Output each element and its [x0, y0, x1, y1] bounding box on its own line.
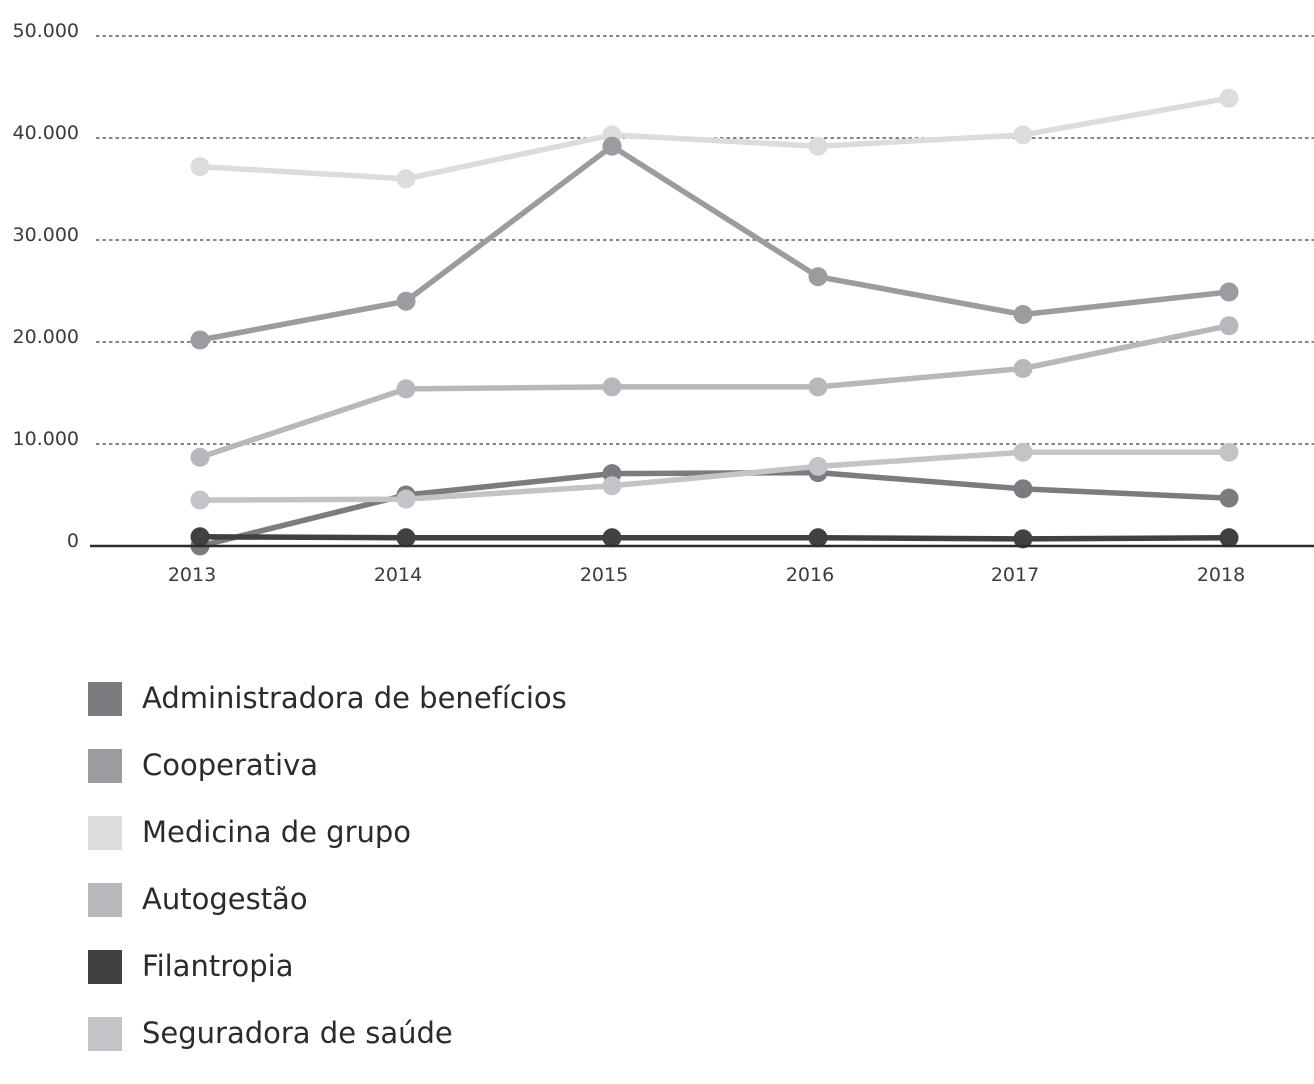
data-point [396, 489, 416, 509]
data-point [396, 291, 416, 311]
x-tick-label: 2016 [786, 564, 834, 586]
data-point [1013, 305, 1033, 324]
series-filantropia [190, 527, 1239, 549]
data-point [602, 528, 622, 548]
data-point [1219, 88, 1239, 108]
y-tick-label: 40.000 [13, 122, 79, 144]
legend-item: Medicina de grupo [88, 815, 567, 883]
line-chart: 0 10.000 20.000 30.000 40.000 50.000 2013 2014… [13, 20, 1314, 586]
legend-item: Autogestão [88, 882, 567, 950]
series-line [197, 449, 1232, 503]
data-point [808, 267, 828, 287]
legend: Administradora de benefícios Cooperativa M… [88, 681, 567, 1084]
y-tick-label: 30.000 [13, 224, 79, 246]
data-point [602, 136, 622, 156]
legend-label: Seguradora de saúde [142, 1016, 453, 1050]
legend-swatch [88, 950, 122, 984]
legend-item: Cooperativa [88, 748, 567, 816]
y-tick-label: 0 [67, 530, 79, 552]
series-cooperativa [190, 136, 1239, 350]
legend-swatch [88, 883, 122, 917]
legend-swatch [88, 816, 122, 850]
data-point [808, 377, 828, 397]
legend-item: Filantropia [88, 949, 567, 1017]
data-point [808, 456, 828, 476]
x-tick-label: 2015 [580, 564, 628, 586]
data-point [190, 330, 210, 350]
data-point [1013, 529, 1033, 549]
series-line [197, 322, 1232, 461]
data-point [602, 476, 622, 496]
series-lines [190, 88, 1239, 556]
series-line [197, 469, 1232, 549]
data-point [1219, 528, 1239, 548]
legend-swatch [88, 1017, 122, 1051]
legend-item: Seguradora de saúde [88, 1016, 567, 1084]
series-medicina-de-grupo [190, 88, 1239, 189]
legend-label: Autogestão [142, 882, 308, 916]
series-autogest-o [190, 316, 1239, 467]
data-point [396, 528, 416, 548]
x-tick-label: 2014 [374, 564, 422, 586]
series-line [197, 95, 1232, 182]
data-point [808, 136, 828, 156]
series-line [197, 534, 1232, 542]
series-seguradora-de-sa-de [190, 442, 1239, 510]
x-tick-label: 2018 [1197, 564, 1245, 586]
x-tick-label: 2013 [168, 564, 216, 586]
legend-swatch [88, 749, 122, 783]
data-point [1013, 125, 1033, 145]
data-point [1013, 359, 1033, 378]
data-point [190, 490, 210, 510]
y-tick-label: 10.000 [13, 428, 79, 450]
data-point [190, 157, 210, 177]
data-point [1219, 488, 1239, 508]
data-point [1013, 479, 1033, 499]
x-axis-tick-labels: 2013 2014 2015 2016 2017 2018 [168, 564, 1245, 586]
data-point [190, 527, 210, 547]
data-point [396, 379, 416, 399]
legend-item: Administradora de benefícios [88, 681, 567, 749]
legend-swatch [88, 682, 122, 716]
gridlines [96, 35, 1314, 445]
data-point [1013, 442, 1033, 462]
data-point [1219, 442, 1239, 462]
data-point [396, 169, 416, 189]
y-tick-label: 50.000 [13, 20, 79, 42]
y-axis-tick-labels: 0 10.000 20.000 30.000 40.000 50.000 [13, 20, 79, 552]
y-tick-label: 20.000 [13, 326, 79, 348]
data-point [602, 377, 622, 397]
series-line [197, 143, 1232, 343]
x-tick-label: 2017 [991, 564, 1039, 586]
legend-label: Cooperativa [142, 748, 319, 782]
data-point [190, 447, 210, 467]
data-point [1219, 282, 1239, 302]
legend-label: Filantropia [142, 949, 294, 983]
legend-label: Medicina de grupo [142, 815, 412, 849]
data-point [1219, 316, 1239, 336]
legend-label: Administradora de benefícios [142, 681, 567, 715]
data-point [808, 528, 828, 548]
